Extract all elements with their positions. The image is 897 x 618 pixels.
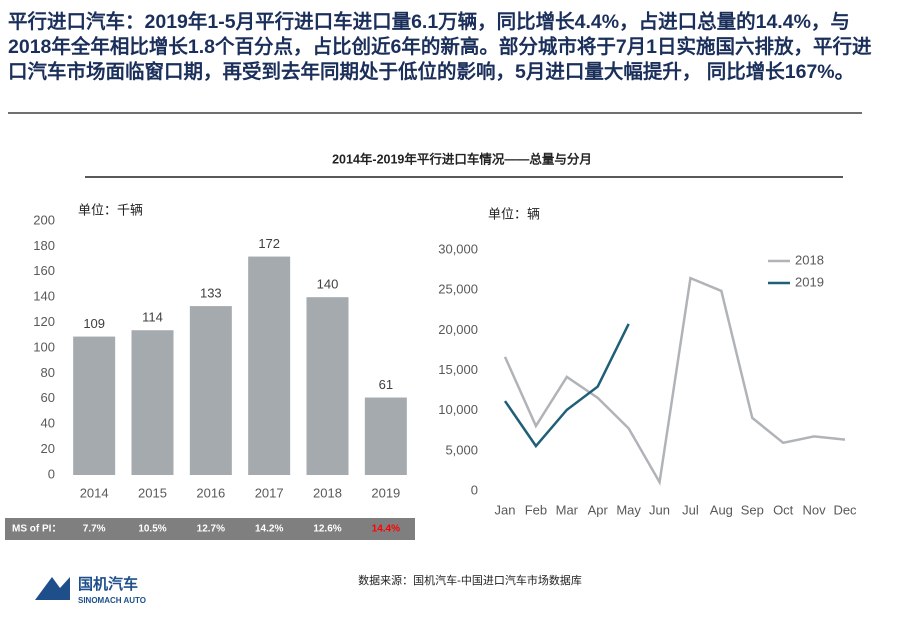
bar bbox=[73, 336, 116, 475]
x-tick-label: 2018 bbox=[313, 485, 342, 500]
y-tick-label: 140 bbox=[33, 289, 55, 304]
ms-value: 10.5% bbox=[138, 524, 166, 535]
y-tick-label: 10,000 bbox=[438, 402, 478, 417]
y-tick-label: 5,000 bbox=[445, 442, 478, 457]
bar bbox=[364, 397, 407, 475]
bar bbox=[306, 297, 349, 475]
y-tick-label: 0 bbox=[471, 482, 478, 497]
logo-name: 国机汽车 bbox=[78, 575, 138, 593]
x-tick-label: 2016 bbox=[196, 485, 225, 500]
y-tick-label: 200 bbox=[33, 212, 55, 227]
value-label: 133 bbox=[200, 286, 222, 301]
bar bbox=[131, 330, 174, 475]
x-tick-label: 2019 bbox=[371, 485, 400, 500]
legend-label: 2018 bbox=[795, 252, 824, 267]
x-tick-label: Feb bbox=[525, 502, 547, 517]
y-tick-label: 15,000 bbox=[438, 362, 478, 377]
x-tick-label: 2015 bbox=[138, 485, 167, 500]
x-tick-label: Jun bbox=[649, 502, 670, 517]
y-tick-label: 160 bbox=[33, 263, 55, 278]
y-tick-label: 25,000 bbox=[438, 282, 478, 297]
y-tick-label: 20 bbox=[41, 441, 55, 456]
legend-label: 2019 bbox=[795, 274, 824, 289]
ms-label: MS of PI： bbox=[12, 524, 61, 535]
y-tick-label: 80 bbox=[41, 365, 55, 380]
y-tick-label: 30,000 bbox=[438, 241, 478, 256]
header-text: 平行进口汽车：2019年1-5月平行进口车进口量6.1万辆，同比增长4.4%，占… bbox=[8, 11, 872, 83]
ms-value: 7.7% bbox=[83, 524, 106, 535]
ms-value: 14.4% bbox=[372, 524, 400, 535]
x-tick-label: Dec bbox=[833, 502, 857, 517]
line bbox=[503, 276, 846, 486]
value-label: 114 bbox=[142, 310, 163, 325]
y-tick-label: 100 bbox=[33, 339, 55, 354]
x-tick-label: Aug bbox=[710, 502, 733, 517]
x-tick-label: Jul bbox=[682, 502, 699, 517]
x-tick-label: Mar bbox=[556, 502, 579, 517]
x-tick-label: 2017 bbox=[255, 485, 284, 500]
x-tick-label: 2014 bbox=[80, 485, 109, 500]
unit-label: 单位：千辆 bbox=[78, 202, 143, 217]
logo: 国机汽车 SINOMACH AUTO bbox=[35, 575, 146, 605]
ms-value: 14.2% bbox=[255, 524, 283, 535]
figure-title: 2014年-2019年平行进口车情况——总量与分月 bbox=[332, 151, 592, 166]
unit-label: 单位：辆 bbox=[488, 206, 540, 221]
logo-sub: SINOMACH AUTO bbox=[78, 596, 146, 605]
source: 数据来源：国机汽车-中国进口汽车市场数据库 bbox=[358, 573, 582, 587]
value-label: 140 bbox=[317, 277, 339, 292]
ms-value: 12.6% bbox=[313, 524, 341, 535]
x-tick-label: May bbox=[616, 502, 641, 517]
bar bbox=[189, 306, 232, 475]
bar bbox=[248, 256, 291, 475]
line bbox=[503, 323, 630, 449]
x-tick-label: Sep bbox=[741, 502, 764, 517]
y-tick-label: 0 bbox=[48, 466, 55, 481]
y-tick-label: 180 bbox=[33, 238, 55, 253]
value-label: 109 bbox=[83, 316, 105, 331]
value-label: 172 bbox=[258, 236, 280, 251]
logo-icon bbox=[35, 577, 70, 600]
ms-value: 12.7% bbox=[197, 524, 225, 535]
x-tick-label: Apr bbox=[588, 502, 609, 517]
ms-band bbox=[5, 518, 415, 540]
y-tick-label: 60 bbox=[41, 390, 55, 405]
y-tick-label: 20,000 bbox=[438, 322, 478, 337]
x-tick-label: Jan bbox=[495, 502, 516, 517]
y-tick-label: 120 bbox=[33, 314, 55, 329]
value-label: 61 bbox=[379, 377, 393, 392]
y-tick-label: 40 bbox=[41, 416, 55, 431]
x-tick-label: Nov bbox=[803, 502, 827, 517]
x-tick-label: Oct bbox=[773, 502, 794, 517]
